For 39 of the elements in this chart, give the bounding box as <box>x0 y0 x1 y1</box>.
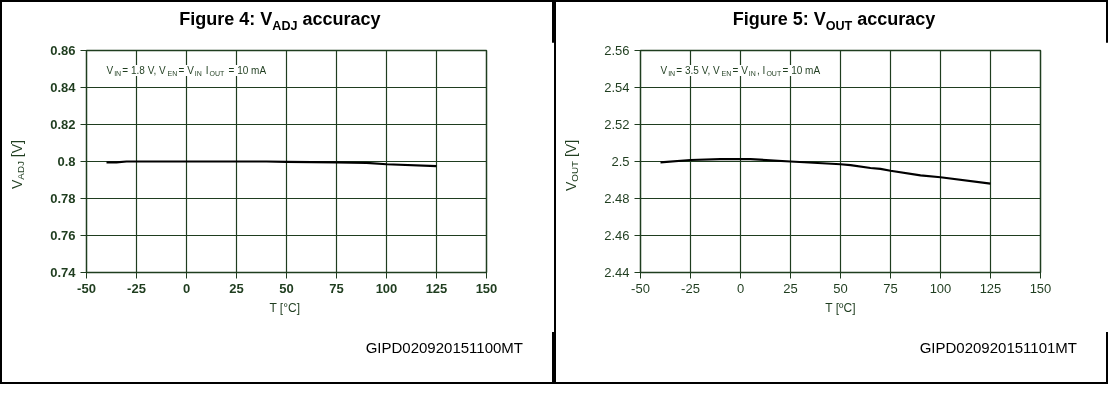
y-tick-label: 2.54 <box>604 80 630 95</box>
x-axis-title: T [°C] <box>269 300 301 315</box>
x-tick-label: 0 <box>182 280 191 296</box>
y-tick-label: 2.5 <box>611 154 630 169</box>
x-tick-label: 50 <box>279 280 294 296</box>
x-tick-label: 100 <box>929 280 952 296</box>
y-tick-label: 0.78 <box>50 191 76 206</box>
y-tick-label: 0.82 <box>50 117 76 132</box>
y-tick-label: 0.8 <box>57 154 76 169</box>
x-tick-label: 75 <box>329 280 344 296</box>
x-tick-label: 75 <box>883 280 898 296</box>
y-tick-label: 0.74 <box>50 265 77 280</box>
x-tick-label: -25 <box>681 280 700 296</box>
x-tick-label: 125 <box>979 280 1002 296</box>
line-series <box>659 158 992 185</box>
chart-title: Figure 5: V$_{OUT}$ accuracy <box>731 8 937 35</box>
x-tick-label: 0 <box>736 280 745 296</box>
y-tick-label: 0.84 <box>50 80 77 95</box>
x-tick-label: 25 <box>229 280 244 296</box>
y-tick-label: 2.56 <box>604 43 630 58</box>
y-tick-label: 2.46 <box>604 228 630 243</box>
x-tick-label: 125 <box>425 280 448 296</box>
y-tick-label: 2.44 <box>604 265 630 280</box>
x-tick-label: 25 <box>783 280 798 296</box>
y-tick-label: 2.48 <box>604 191 630 206</box>
y-tick-label: 0.76 <box>50 228 76 243</box>
x-tick-label: 50 <box>833 280 848 296</box>
x-tick-label: -50 <box>77 280 96 296</box>
x-tick-label: -50 <box>631 280 650 296</box>
y-tick-label: 0.86 <box>50 43 76 58</box>
x-tick-label: 100 <box>375 280 398 296</box>
text: GIPD020920151101MT <box>918 338 1077 358</box>
x-tick-label: 150 <box>1029 280 1052 296</box>
x-axis-title: T [ºC] <box>825 300 856 315</box>
chart-title: Figure 4: V$_{ADJ}$ accuracy <box>178 8 382 35</box>
x-tick-label: -25 <box>127 280 146 296</box>
y-tick-label: 2.52 <box>604 117 630 132</box>
text: GIPD020920151100MT <box>364 338 523 358</box>
x-tick-label: 150 <box>475 280 498 296</box>
